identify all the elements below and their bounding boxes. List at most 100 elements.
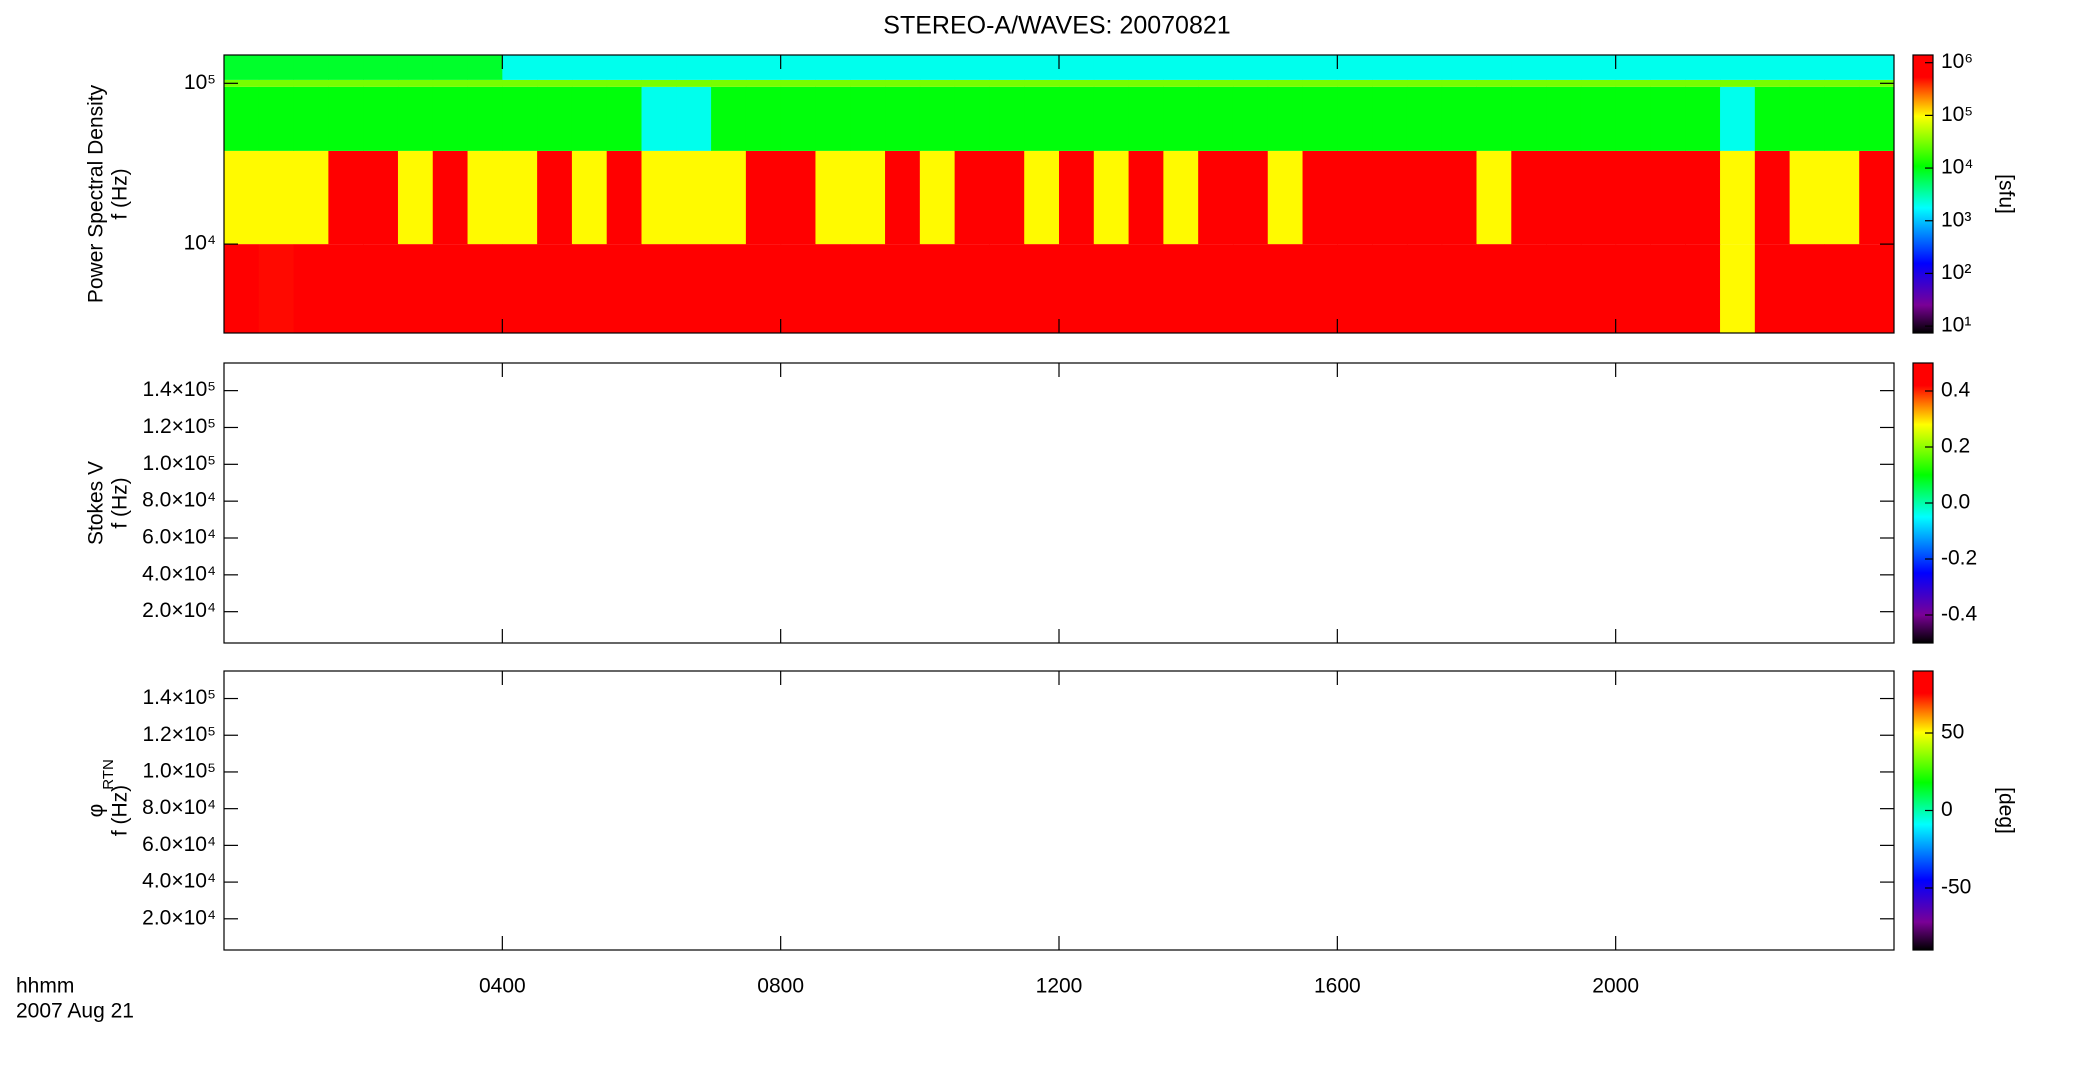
heatmap-cell <box>815 150 851 245</box>
heatmap-cell <box>363 244 399 333</box>
y-tick-label: 1.4×10⁵ <box>142 378 216 401</box>
heatmap-cell <box>328 55 364 80</box>
heatmap-cell <box>1441 79 1477 87</box>
x-tick-label: 1600 <box>1314 975 1361 998</box>
heatmap-cell <box>571 244 608 333</box>
heatmap-cell <box>1128 244 1164 333</box>
heatmap-cell <box>1232 86 1269 151</box>
y-tick-label: 6.0×10⁴ <box>142 526 216 549</box>
heatmap-cell <box>954 244 990 333</box>
heatmap-cell <box>467 150 503 245</box>
heatmap-cell <box>1372 150 1408 245</box>
colorbar-tick-label: 10⁴ <box>1941 156 1973 179</box>
heatmap-cell <box>1198 150 1234 245</box>
heatmap-cell <box>676 150 712 245</box>
heatmap-cell <box>1093 244 1130 333</box>
heatmap-cell <box>745 55 782 80</box>
heatmap-cell <box>711 150 747 245</box>
colorbar-tick-label: 0.2 <box>1941 435 1970 458</box>
heatmap-cell <box>1128 79 1164 87</box>
y-tick-label: 8.0×10⁴ <box>142 489 216 512</box>
heatmap-cell <box>1615 79 1651 87</box>
heatmap-cell <box>676 244 712 333</box>
heatmap-cell <box>1476 86 1512 151</box>
heatmap-cell <box>1754 150 1791 245</box>
heatmap-cell <box>1059 244 1095 333</box>
heatmap-cell <box>1372 79 1408 87</box>
heatmap-cell <box>1615 150 1651 245</box>
heatmap-cell <box>1232 150 1269 245</box>
heatmap-cell <box>1372 244 1408 333</box>
heatmap-cell <box>1685 244 1721 333</box>
heatmap-cell <box>224 150 260 245</box>
heatmap-cell <box>293 244 329 333</box>
heatmap-cell <box>1824 86 1860 151</box>
heatmap-cell <box>1267 55 1304 80</box>
heatmap-cell <box>293 55 329 80</box>
heatmap-cell <box>1859 244 1895 333</box>
heatmap-cell <box>1267 86 1304 151</box>
heatmap-cell <box>328 244 364 333</box>
heatmap-cell <box>1337 244 1373 333</box>
heatmap-cell <box>1024 150 1060 245</box>
heatmap-cell <box>1441 55 1477 80</box>
heatmap-cell <box>1441 86 1477 151</box>
heatmap-cell <box>502 244 538 333</box>
heatmap-cell <box>1650 55 1686 80</box>
heatmap-cell <box>1754 86 1791 151</box>
heatmap-cell <box>432 244 469 333</box>
heatmap-cell <box>1650 150 1686 245</box>
heatmap-cell <box>1232 55 1269 80</box>
heatmap-cell <box>1546 244 1582 333</box>
heatmap-cell <box>919 86 956 151</box>
heatmap-cell <box>1406 86 1443 151</box>
y-tick-label: 1.0×10⁵ <box>142 760 216 783</box>
heatmap-cell <box>1372 55 1408 80</box>
heatmap-cell <box>537 55 573 80</box>
heatmap-cell <box>1789 55 1825 80</box>
heatmap-cell <box>432 86 469 151</box>
heatmap-cell <box>258 55 295 80</box>
heatmap-cell <box>258 244 295 333</box>
y-tick-label: 4.0×10⁴ <box>142 562 216 585</box>
heatmap-cell <box>1580 79 1617 87</box>
heatmap-cell <box>711 79 747 87</box>
x-tick-label: 2000 <box>1592 975 1639 998</box>
heatmap-cell <box>224 79 260 87</box>
heatmap-cell <box>1302 86 1338 151</box>
heatmap-cell <box>815 79 851 87</box>
heatmap-cell <box>606 244 642 333</box>
x-axis-date: 2007 Aug 21 <box>16 1000 134 1023</box>
heatmap-cell <box>1580 55 1617 80</box>
heatmap-cell <box>1476 150 1512 245</box>
heatmap-cell <box>1302 79 1338 87</box>
heatmap-cell <box>1372 86 1408 151</box>
heatmap-cell <box>780 86 816 151</box>
heatmap-cell <box>1059 150 1095 245</box>
heatmap-cell <box>745 244 782 333</box>
heatmap-cell <box>537 86 573 151</box>
heatmap-cell <box>1754 79 1791 87</box>
heatmap-cell <box>711 86 747 151</box>
heatmap-cell <box>780 55 816 80</box>
heatmap-cell <box>885 244 921 333</box>
heatmap-cell <box>467 79 503 87</box>
heatmap-cell <box>1859 55 1895 80</box>
heatmap-cell <box>1720 86 1756 151</box>
heatmap-cell <box>780 244 816 333</box>
heatmap-cell <box>1059 55 1095 80</box>
heatmap-cell <box>850 244 886 333</box>
heatmap-cell <box>606 55 642 80</box>
heatmap-cell <box>1406 79 1443 87</box>
heatmap-cell <box>1093 86 1130 151</box>
heatmap-cell <box>641 150 677 245</box>
heatmap-cell <box>1406 244 1443 333</box>
y-axis-label: Stokes V <box>85 461 108 545</box>
colorbar-label: [deg] <box>1994 787 2017 834</box>
plot-frame <box>223 362 1895 644</box>
heatmap-cell <box>780 150 816 245</box>
heatmap-cell <box>954 150 990 245</box>
heatmap-cell <box>676 79 712 87</box>
y-tick-label: 2.0×10⁴ <box>142 599 216 622</box>
heatmap-cell <box>1546 150 1582 245</box>
